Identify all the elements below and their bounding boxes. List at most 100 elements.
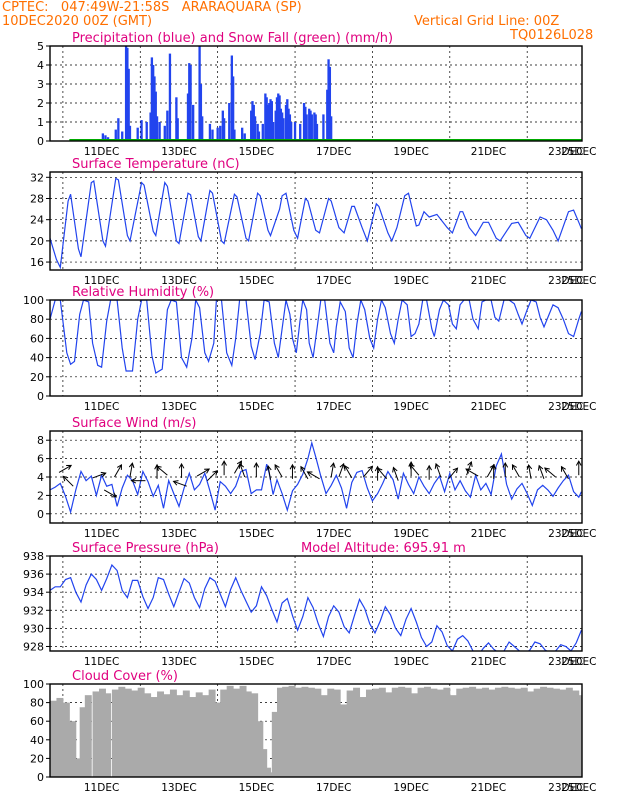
wind-arrow: [156, 465, 168, 476]
precip-bar: [261, 123, 264, 141]
precip-bar: [328, 66, 332, 141]
cloud-bar: [239, 685, 247, 777]
x-tick-label: 13DEC: [161, 275, 196, 287]
cloud-bar: [320, 695, 328, 777]
precip-bar: [275, 97, 279, 141]
precip-bar: [221, 110, 224, 141]
cloud-bar: [75, 775, 83, 777]
panel-frame: [49, 683, 583, 778]
cloud-bar: [69, 721, 77, 777]
x-tick-label: 11DEC: [84, 782, 119, 794]
series-line: [50, 563, 582, 651]
precip-bar: [188, 63, 191, 141]
wind-arrow: [392, 467, 399, 481]
wind-arrow-head: [238, 462, 245, 469]
cloud-bar: [359, 697, 367, 777]
precip-bar: [241, 127, 244, 141]
wind-arrow-head: [130, 477, 137, 484]
precip-bar: [228, 103, 231, 141]
y-tick-label: 16: [30, 256, 44, 269]
wind-arrow: [274, 464, 283, 478]
wind-arrow: [114, 464, 122, 478]
x-tick-label: 23DEC: [548, 275, 583, 287]
cloud-bar: [462, 687, 470, 777]
y-tick-label: 100: [23, 294, 44, 307]
y-tick-label: 8: [37, 434, 44, 447]
precip-bar: [219, 125, 222, 141]
wind-arrow-head: [344, 464, 350, 471]
wind-arrow: [92, 472, 106, 479]
precip-bar: [314, 114, 317, 141]
cloud-bar: [307, 687, 315, 777]
cloud-bar: [346, 690, 354, 777]
y-tick-label: 100: [23, 678, 44, 691]
wind-arrow: [267, 465, 272, 480]
cloud-bar: [73, 758, 81, 777]
precip-bar: [329, 116, 333, 141]
precip-bar: [216, 127, 219, 141]
cloud-bar: [424, 686, 431, 777]
y-tick-label: 20: [30, 752, 44, 765]
cloud-bar: [475, 688, 483, 777]
x-tick-label: 15DEC: [239, 782, 274, 794]
cloud-bar: [144, 693, 152, 777]
wind-arrow-head: [111, 492, 118, 498]
wind-arrow: [58, 464, 72, 473]
panel-frame: [49, 171, 583, 271]
cloud-bar: [456, 688, 464, 777]
wind-arrow-head: [339, 462, 345, 469]
cloud-bar: [169, 689, 177, 777]
wind-arrow-head: [178, 462, 185, 469]
cloud-bar: [385, 692, 393, 777]
panel-frame: [49, 299, 583, 397]
x-tick-label: 21DEC: [471, 146, 506, 158]
header-code: TQ0126L028: [510, 28, 594, 43]
cloud-bar: [430, 688, 438, 777]
x-tick-label: 11DEC: [84, 401, 119, 413]
wind-arrow: [561, 466, 569, 480]
cloud-bar: [208, 689, 216, 777]
wind-arrow-head: [465, 468, 472, 474]
cloud-bar: [443, 687, 451, 777]
panel-title: Surface Pressure (hPa): [72, 541, 219, 556]
precip-bar: [278, 95, 281, 141]
wind-arrow-head: [66, 464, 73, 470]
precip-bar: [253, 116, 257, 141]
precip-bar: [154, 91, 157, 141]
cloud-bar: [56, 697, 64, 777]
wind-arrow-head: [409, 463, 415, 470]
wind-arrow-head: [511, 463, 517, 470]
y-tick-label: 936: [23, 568, 44, 581]
panel-annotation: Model Altitude: 695.91 m: [301, 541, 466, 556]
panel-title: Surface Wind (m/s): [72, 416, 196, 431]
cloud-bar: [520, 687, 528, 777]
y-tick-label: 4: [37, 471, 44, 484]
precip-bar: [293, 122, 297, 141]
precip-bar: [149, 112, 152, 141]
cloud-bar: [411, 693, 419, 777]
y-tick-label: 0: [37, 508, 44, 521]
cloud-bar: [404, 687, 412, 777]
wind-arrow-head: [62, 475, 69, 482]
precip-bar: [288, 114, 292, 141]
header-date: 10DEC2020 00Z (GMT): [2, 14, 153, 29]
x-tick-label: 19DEC: [393, 401, 428, 413]
precip-bar: [252, 104, 255, 141]
precip-bar: [104, 135, 107, 141]
x-tick-label: 15DEC: [239, 401, 274, 413]
x-tick-label: 25DEC: [561, 275, 596, 287]
precip-bar: [198, 46, 201, 141]
wind-arrow-head: [306, 471, 313, 477]
wind-arrow-head: [452, 467, 459, 474]
cloud-bar: [333, 689, 341, 777]
y-tick-label: 938: [23, 550, 44, 563]
wind-arrow: [544, 467, 556, 478]
cloud-bar: [104, 693, 112, 777]
x-tick-label: 11DEC: [84, 275, 119, 287]
x-tick-label: 13DEC: [161, 782, 196, 794]
panel-1: Surface Temperature (nC) 16 20 24 28 32 11DEC 1…: [30, 157, 596, 287]
precip-bar: [308, 108, 311, 141]
precip-bar: [158, 122, 161, 141]
precip-bar: [251, 101, 254, 141]
wind-arrow-head: [266, 464, 272, 471]
